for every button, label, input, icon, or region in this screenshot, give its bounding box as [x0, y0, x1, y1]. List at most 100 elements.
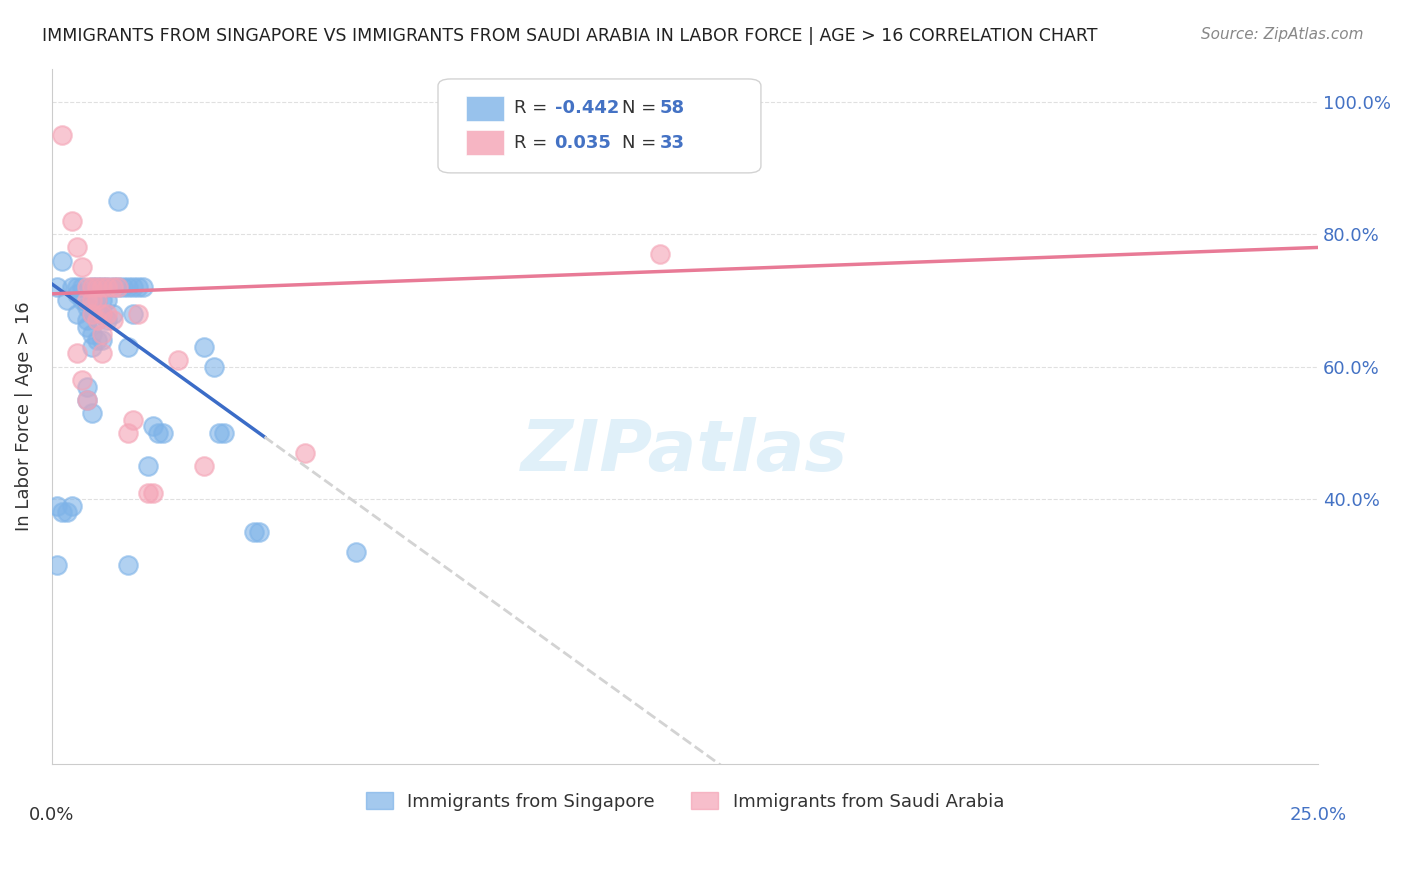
- Point: [91, 307, 114, 321]
- Point: [76, 392, 98, 407]
- Point: [132, 280, 155, 294]
- Point: [96, 307, 118, 321]
- Point: [107, 280, 129, 294]
- Point: [86, 313, 108, 327]
- Text: N =: N =: [621, 99, 662, 117]
- Point: [70, 373, 93, 387]
- Point: [76, 280, 98, 294]
- Point: [121, 307, 143, 321]
- Text: -0.442: -0.442: [554, 99, 619, 117]
- Point: [86, 313, 108, 327]
- Point: [70, 260, 93, 275]
- Point: [56, 506, 79, 520]
- Point: [121, 413, 143, 427]
- Point: [66, 346, 89, 360]
- Point: [121, 280, 143, 294]
- Point: [45, 280, 67, 294]
- Point: [202, 359, 225, 374]
- Point: [208, 425, 231, 440]
- Point: [117, 558, 139, 573]
- Point: [107, 280, 129, 294]
- Point: [193, 340, 215, 354]
- Point: [66, 280, 89, 294]
- Point: [86, 280, 108, 294]
- Point: [167, 353, 190, 368]
- Point: [86, 293, 108, 308]
- Point: [142, 485, 165, 500]
- Text: 25.0%: 25.0%: [1289, 806, 1347, 824]
- Text: R =: R =: [515, 99, 553, 117]
- Point: [294, 446, 316, 460]
- Point: [86, 293, 108, 308]
- Point: [45, 499, 67, 513]
- Point: [127, 307, 149, 321]
- Point: [60, 214, 83, 228]
- Text: Source: ZipAtlas.com: Source: ZipAtlas.com: [1201, 27, 1364, 42]
- Point: [51, 128, 73, 142]
- Point: [96, 293, 118, 308]
- Point: [82, 280, 104, 294]
- Point: [60, 280, 83, 294]
- Point: [76, 293, 98, 308]
- Point: [91, 326, 114, 341]
- Text: IMMIGRANTS FROM SINGAPORE VS IMMIGRANTS FROM SAUDI ARABIA IN LABOR FORCE | AGE >: IMMIGRANTS FROM SINGAPORE VS IMMIGRANTS …: [42, 27, 1098, 45]
- Point: [82, 340, 104, 354]
- Point: [91, 280, 114, 294]
- Point: [91, 346, 114, 360]
- Point: [152, 425, 174, 440]
- Point: [70, 293, 93, 308]
- Point: [82, 307, 104, 321]
- Point: [127, 280, 149, 294]
- Y-axis label: In Labor Force | Age > 16: In Labor Force | Age > 16: [15, 301, 32, 532]
- Point: [249, 525, 271, 540]
- Point: [101, 280, 124, 294]
- Point: [56, 293, 79, 308]
- Point: [107, 194, 129, 208]
- FancyBboxPatch shape: [465, 95, 503, 120]
- Point: [648, 247, 671, 261]
- Point: [70, 280, 93, 294]
- Point: [117, 425, 139, 440]
- Point: [91, 307, 114, 321]
- Point: [91, 333, 114, 347]
- Point: [193, 459, 215, 474]
- Text: 0.0%: 0.0%: [30, 806, 75, 824]
- Point: [91, 293, 114, 308]
- Point: [101, 307, 124, 321]
- Text: 0.035: 0.035: [554, 134, 612, 152]
- Point: [212, 425, 235, 440]
- Point: [142, 419, 165, 434]
- Point: [96, 280, 118, 294]
- Point: [117, 340, 139, 354]
- Point: [76, 320, 98, 334]
- Point: [66, 286, 89, 301]
- Text: 58: 58: [659, 99, 685, 117]
- Point: [82, 326, 104, 341]
- Point: [101, 313, 124, 327]
- Text: R =: R =: [515, 134, 558, 152]
- Point: [60, 499, 83, 513]
- Point: [136, 459, 159, 474]
- Point: [82, 307, 104, 321]
- Text: N =: N =: [621, 134, 662, 152]
- Point: [51, 253, 73, 268]
- Legend: Immigrants from Singapore, Immigrants from Saudi Arabia: Immigrants from Singapore, Immigrants fr…: [359, 785, 1011, 818]
- Point: [91, 280, 114, 294]
- Point: [76, 392, 98, 407]
- Point: [76, 379, 98, 393]
- Point: [45, 558, 67, 573]
- Point: [66, 240, 89, 254]
- Point: [82, 280, 104, 294]
- Point: [344, 545, 367, 559]
- Text: ZIPatlas: ZIPatlas: [522, 417, 849, 485]
- Point: [117, 280, 139, 294]
- FancyBboxPatch shape: [465, 130, 503, 155]
- Point: [82, 293, 104, 308]
- Point: [76, 300, 98, 314]
- Point: [76, 313, 98, 327]
- Point: [146, 425, 169, 440]
- Point: [51, 506, 73, 520]
- Point: [66, 307, 89, 321]
- Text: 33: 33: [659, 134, 685, 152]
- Point: [96, 313, 118, 327]
